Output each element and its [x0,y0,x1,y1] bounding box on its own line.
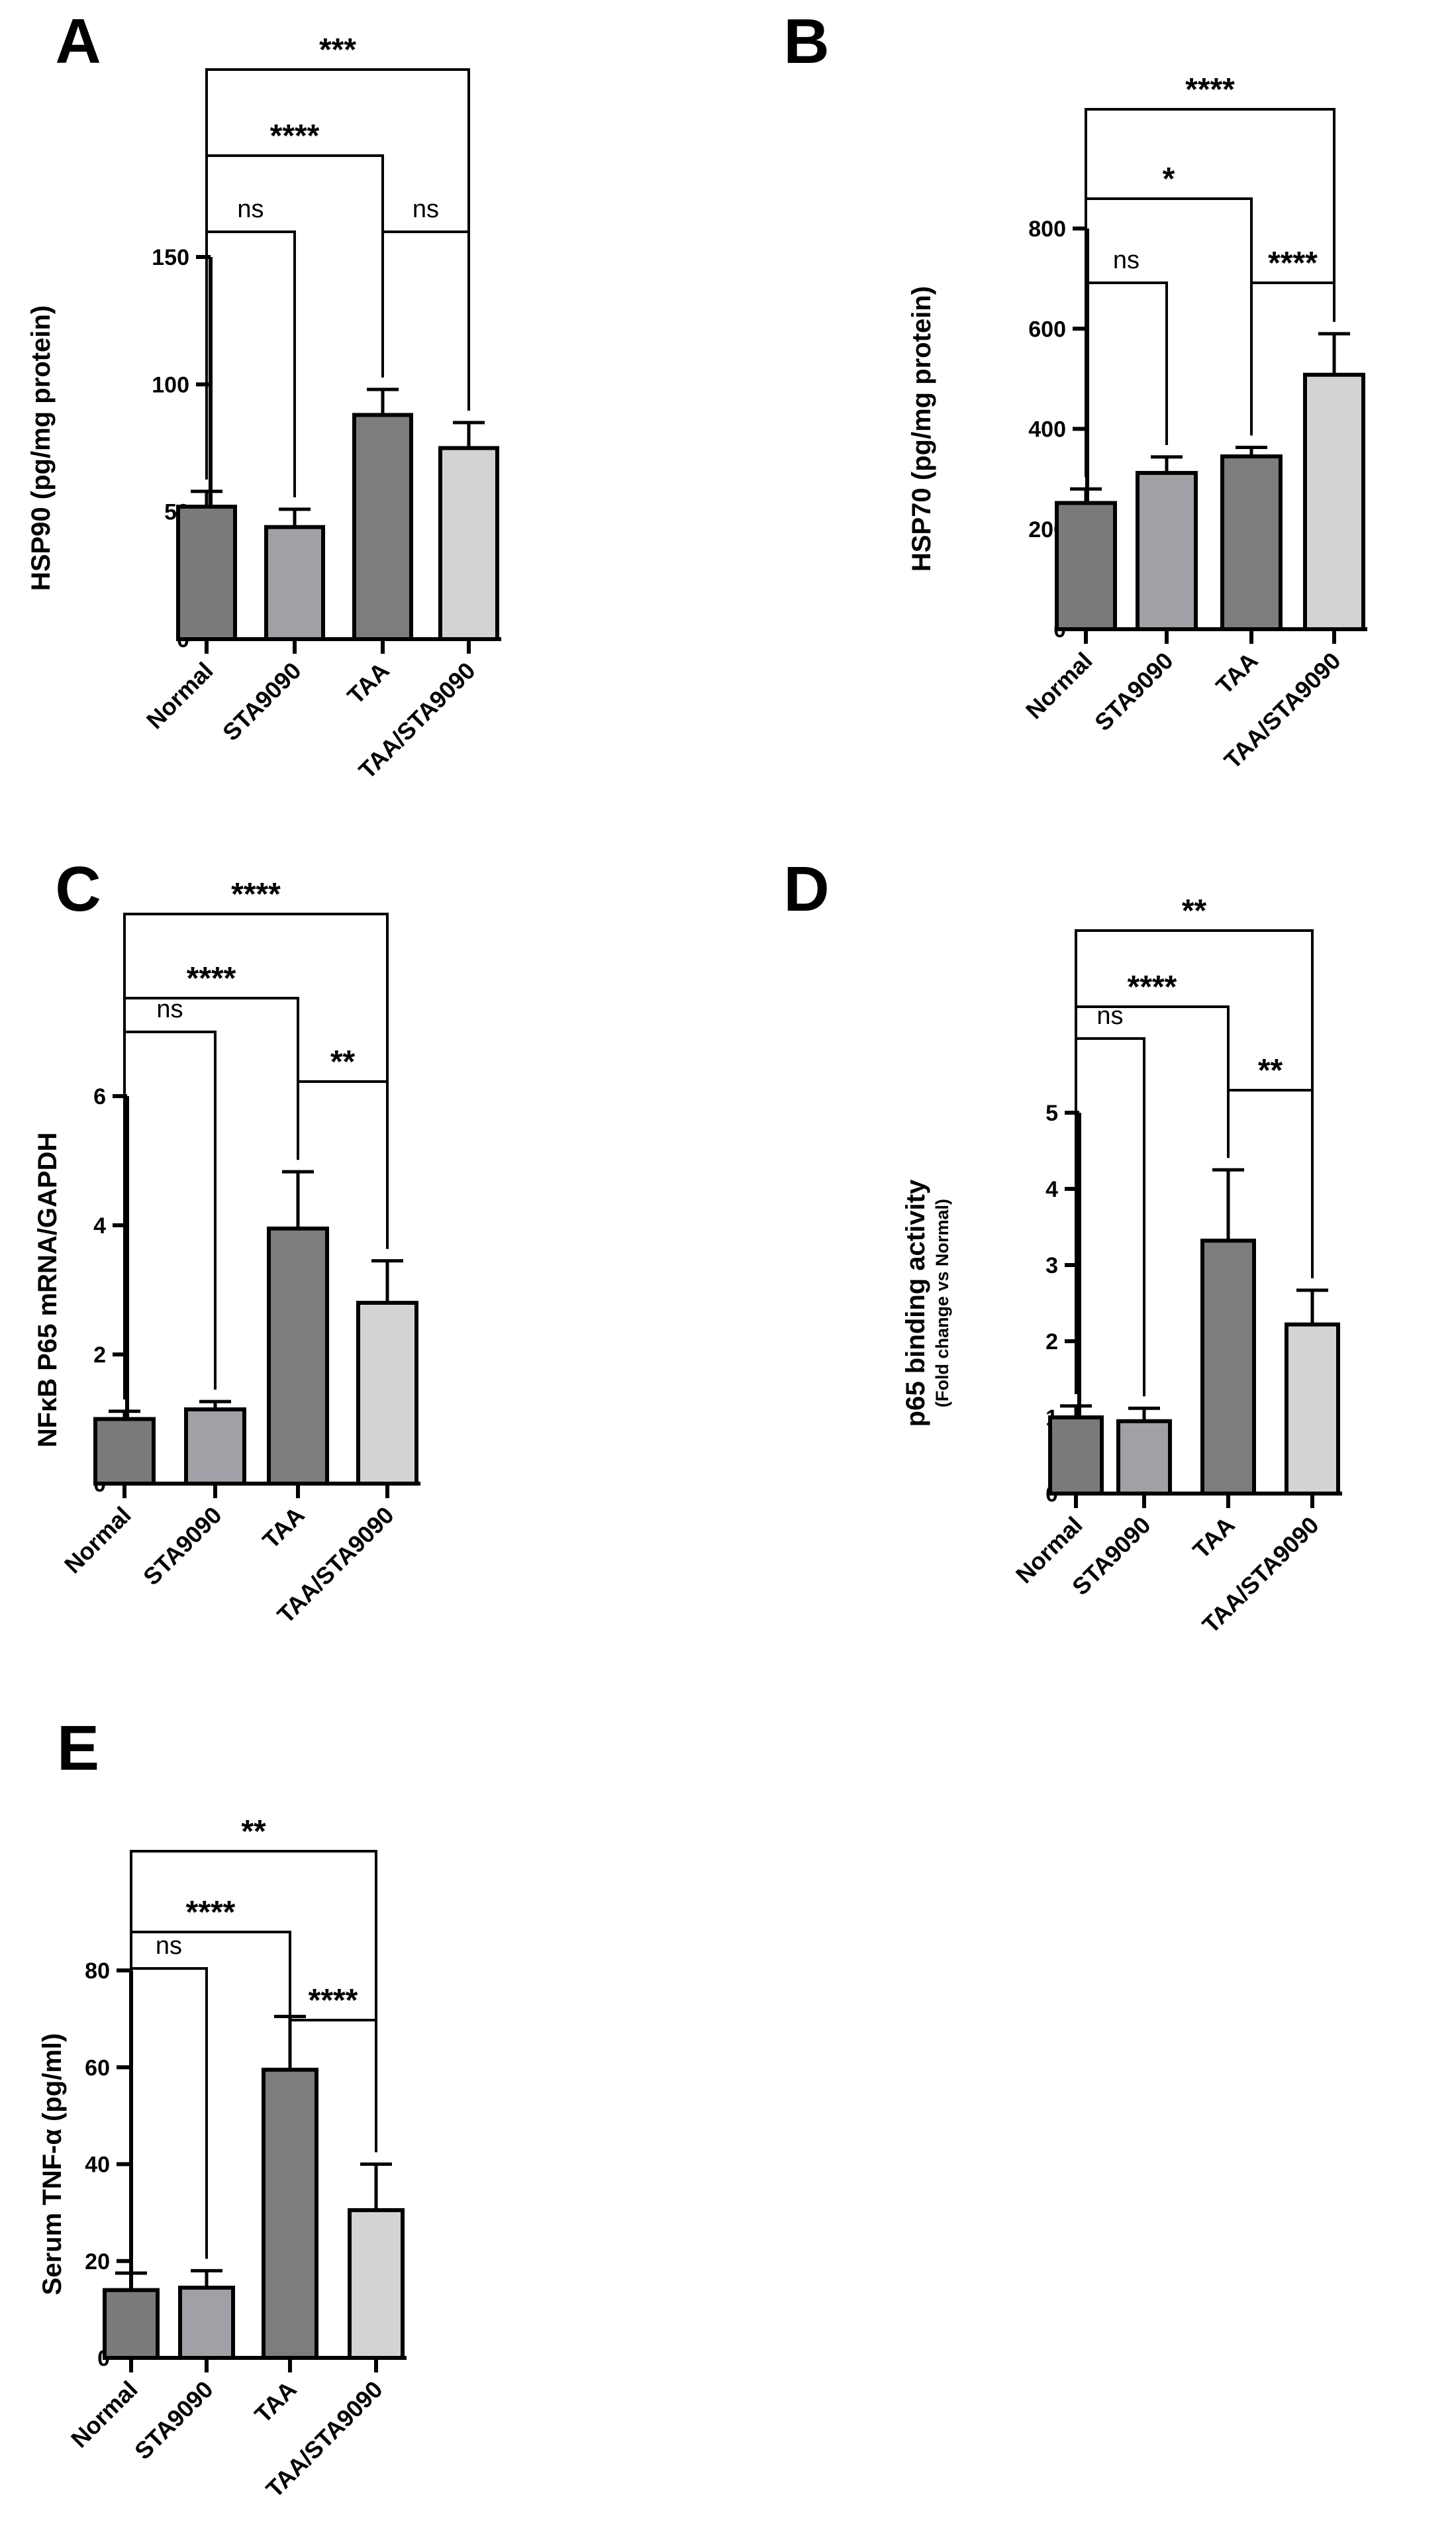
x-category-label: TAA [342,657,394,709]
y-tick-label: 400 [1028,417,1066,442]
y-tick-label: 5 [1045,1101,1058,1126]
panel-d-chart: D012345p65 binding activity(Fold change … [783,854,1342,1639]
bar [264,525,325,641]
y-axis-label: HSP70 (pg/mg protein) [907,286,936,572]
significance-label: **** [231,877,281,912]
y-tick-label: 40 [85,2153,110,2178]
significance-bracket [1075,929,1314,1394]
significance-label: ns [237,195,264,223]
significance-label: ns [413,195,439,223]
x-category-label: Normal [59,1501,136,1579]
significance-label: **** [1128,970,1177,1005]
significance-bracket [381,230,470,411]
y-axis-label: HSP90 (pg/mg protein) [26,305,56,591]
bar [1136,471,1198,631]
y-axis-label: Serum TNF-α (pg/ml) [38,2033,67,2296]
significance-label: ns [156,995,183,1023]
y-tick-label: 100 [152,372,189,397]
x-category-label: TAA [249,2376,301,2428]
significance-bracket [1085,197,1253,478]
bar [93,1417,156,1486]
bar [1200,1239,1256,1496]
x-category-label: TAA [257,1501,309,1554]
y-axis-label: NFκB P65 mRNA/GAPDH [33,1133,62,1448]
y-tick-label: 4 [1045,1177,1058,1202]
x-category-label: Normal [141,657,218,735]
significance-label: **** [1185,72,1235,107]
panel-label: A [55,6,101,77]
y-axis-sublabel: (Fold change vs Normal) [932,1199,952,1407]
panel-a-chart: A050100150HSP90 (pg/mg protein)NormalSTA… [26,6,501,784]
significance-bracket [205,68,470,480]
bar [1220,454,1283,631]
significance-label: ** [241,1814,266,1849]
significance-label: ** [1258,1053,1283,1088]
significance-bracket [130,1850,377,2262]
significance-bracket [123,1031,217,1399]
x-category-label: Normal [1020,647,1098,725]
bar [262,2067,318,2360]
x-category-label: TAA [1210,647,1263,699]
bar [1116,1419,1172,1496]
x-category-label: STA9090 [1089,647,1179,737]
significance-label: **** [270,119,320,154]
x-category-label: Normal [66,2376,143,2453]
significance-label: ** [330,1044,356,1080]
bar [348,2208,405,2360]
significance-bracket [205,230,296,497]
significance-label: ** [1182,893,1207,929]
bar [438,446,499,641]
panel-label: C [55,854,101,925]
y-tick-label: 2 [1045,1329,1058,1354]
y-tick-label: 80 [85,1959,110,1984]
y-tick-label: 3 [1045,1253,1058,1278]
significance-bracket [123,913,389,1399]
significance-label: **** [186,1895,236,1930]
panel-label: E [57,1713,99,1784]
bar [103,2288,160,2360]
significance-label: **** [1268,246,1318,281]
y-tick-label: 4 [93,1213,106,1239]
significance-label: *** [319,32,356,68]
panel-b-chart: B0200400600800HSP70 (pg/mg protein)Norma… [783,6,1367,774]
bar [176,504,237,641]
bar [178,2285,235,2360]
x-category-label: STA9090 [138,1501,227,1591]
y-tick-label: 600 [1028,317,1066,342]
x-category-label: STA9090 [129,2376,218,2465]
significance-bracket [1075,1037,1145,1397]
bar [184,1407,246,1486]
significance-label: * [1163,162,1175,197]
significance-label: **** [309,1983,358,2018]
panel-label: B [783,6,829,77]
bar [1303,372,1365,631]
significance-label: **** [187,961,236,996]
panel-c-chart: C0246NFκB P65 mRNA/GAPDHNormalSTA9090TAA… [33,854,420,1629]
y-tick-label: 20 [85,2249,110,2274]
panel-e-chart: E020406080Serum TNF-α (pg/ml)NormalSTA90… [38,1713,407,2503]
significance-bracket [1085,281,1168,478]
y-tick-label: 150 [152,245,189,270]
significance-label: ns [1113,246,1140,274]
y-axis-label: p65 binding activity [901,1179,930,1427]
x-category-label: TAA [1187,1511,1239,1564]
significance-bracket [297,1080,389,1249]
bar [352,413,413,641]
bar [1055,501,1117,631]
bar [1285,1322,1340,1496]
x-category-label: STA9090 [217,657,307,746]
bar [267,1226,329,1486]
y-tick-label: 6 [93,1084,106,1109]
significance-bracket [130,1967,208,2262]
panel-label: D [783,854,829,925]
y-tick-label: 60 [85,2055,110,2080]
bar [356,1301,418,1486]
bar [1048,1415,1104,1496]
y-tick-label: 2 [93,1343,106,1368]
significance-label: ns [156,1932,182,1960]
y-tick-label: 800 [1028,217,1066,242]
significance-bracket [1085,108,1335,478]
